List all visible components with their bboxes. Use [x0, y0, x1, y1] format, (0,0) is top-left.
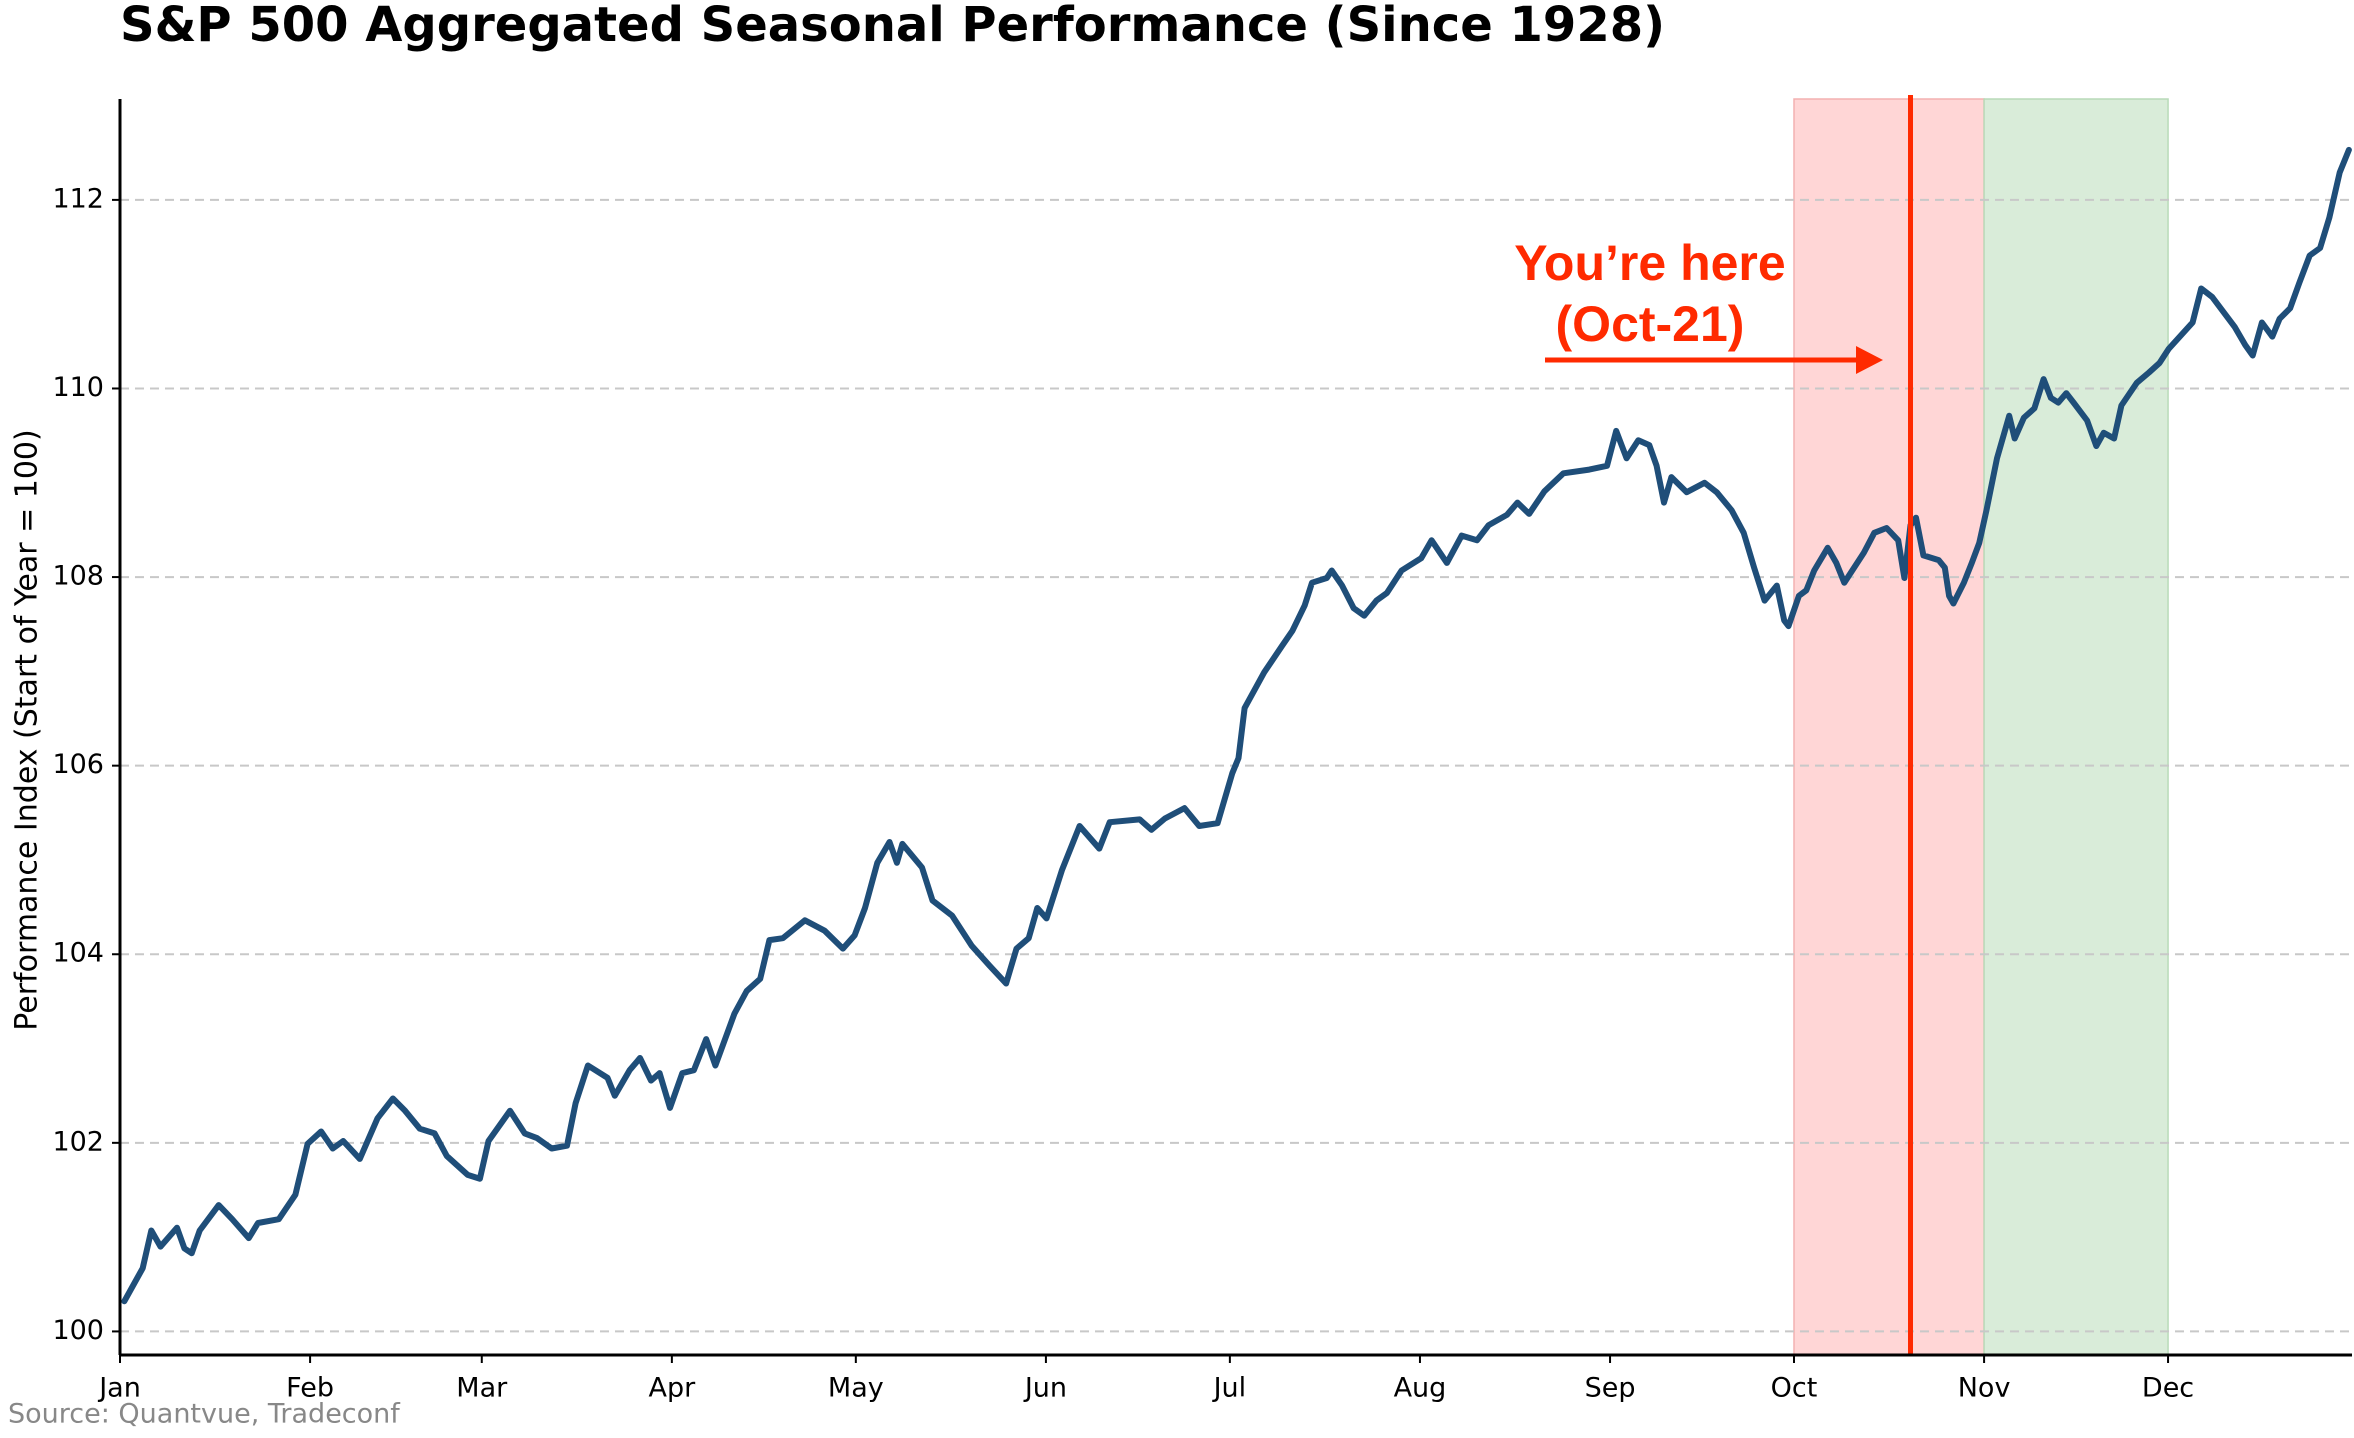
x-tick-label: Apr	[649, 1373, 697, 1404]
y-axis-label: Performance Index (Start of Year = 100)	[10, 429, 45, 1030]
x-tick-label: Nov	[1958, 1373, 2011, 1404]
x-tick-label: Dec	[2142, 1373, 2194, 1404]
y-tick-label: 112	[52, 183, 104, 214]
y-tick-label: 108	[52, 561, 104, 592]
highlight-span	[1793, 98, 1985, 1356]
x-tick-label: Mar	[456, 1373, 508, 1404]
x-tick-label: Sep	[1585, 1373, 1636, 1404]
y-tick-label: 110	[52, 372, 104, 403]
annotation-text: You’re here	[1514, 235, 1785, 291]
x-tick-label: Oct	[1771, 1373, 1818, 1404]
x-tick-label: Jun	[1023, 1373, 1067, 1404]
y-tick-label: 104	[52, 938, 104, 969]
source-note: Source: Quantvue, Tradeconf	[8, 1399, 401, 1430]
x-tick-label: Jul	[1212, 1373, 1247, 1404]
y-tick-label: 102	[52, 1126, 104, 1157]
x-tick-label: May	[828, 1373, 884, 1404]
x-tick-label: Jan	[97, 1373, 141, 1404]
x-tick-label: Aug	[1394, 1373, 1447, 1404]
chart-title: S&P 500 Aggregated Seasonal Performance …	[120, 0, 1665, 53]
y-tick-label: 100	[52, 1315, 104, 1346]
highlight-span	[1983, 98, 2169, 1356]
annotation-arrow-head	[1856, 346, 1883, 374]
x-tick-label: Feb	[286, 1373, 334, 1404]
annotation-text: (Oct-21)	[1556, 296, 1745, 352]
data-line	[121, 146, 2352, 1305]
y-tick-label: 106	[52, 749, 104, 780]
